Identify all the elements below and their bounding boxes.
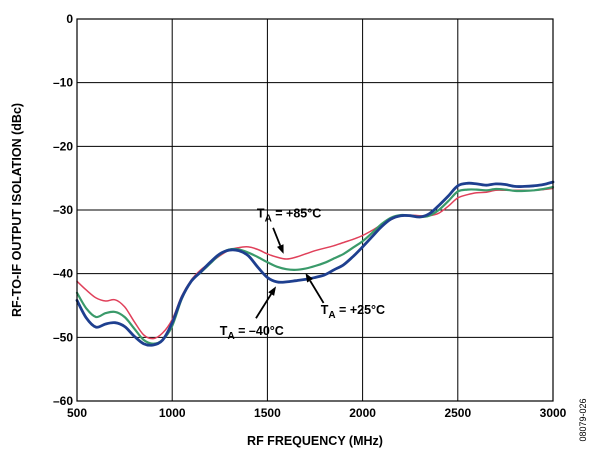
annotation-arrow xyxy=(309,280,325,304)
annotation-arrow xyxy=(255,293,272,319)
x-tick-label: 2500 xyxy=(444,406,471,420)
x-tick-label: 1500 xyxy=(254,406,281,420)
y-tick-label: –40 xyxy=(53,267,73,281)
annotation-arrowhead xyxy=(268,286,276,296)
y-axis-title: RF-TO-IF OUTPUT ISOLATION (dBc) xyxy=(10,103,24,317)
y-tick-label: –20 xyxy=(53,139,73,153)
y-tick-label: –50 xyxy=(53,330,73,344)
series-line-2 xyxy=(75,180,555,347)
annotation-arrowhead xyxy=(305,273,314,283)
series-annotation: TA = +85°C xyxy=(257,207,321,225)
figure-id: 08079-026 xyxy=(578,398,588,441)
series-annotation: TA = –40°C xyxy=(220,324,284,342)
tick-labels: 500 1000 1500 2000 2500 3000 0 –10 –20 –30 –40 –50 –… xyxy=(53,12,567,420)
x-tick-label: 1000 xyxy=(159,406,186,420)
annotation-arrow xyxy=(272,227,282,246)
series-lines xyxy=(75,180,555,347)
y-tick-label: 0 xyxy=(66,12,73,26)
y-tick-label: –10 xyxy=(53,76,73,90)
annotations: TA = +85°C TA = +25°C TA = –40°C xyxy=(220,207,385,342)
plot-frame xyxy=(76,18,554,402)
x-tick-label: 500 xyxy=(67,406,87,420)
x-axis-title: RF FREQUENCY (MHz) xyxy=(247,434,383,448)
series-annotation: TA = +25°C xyxy=(321,303,385,321)
x-tick-label: 2000 xyxy=(349,406,376,420)
annotation-arrowhead xyxy=(277,244,284,254)
y-tick-label: –60 xyxy=(53,394,73,408)
y-tick-label: –30 xyxy=(53,203,73,217)
x-tick-label: 3000 xyxy=(540,406,567,420)
series-line-0 xyxy=(76,187,554,340)
